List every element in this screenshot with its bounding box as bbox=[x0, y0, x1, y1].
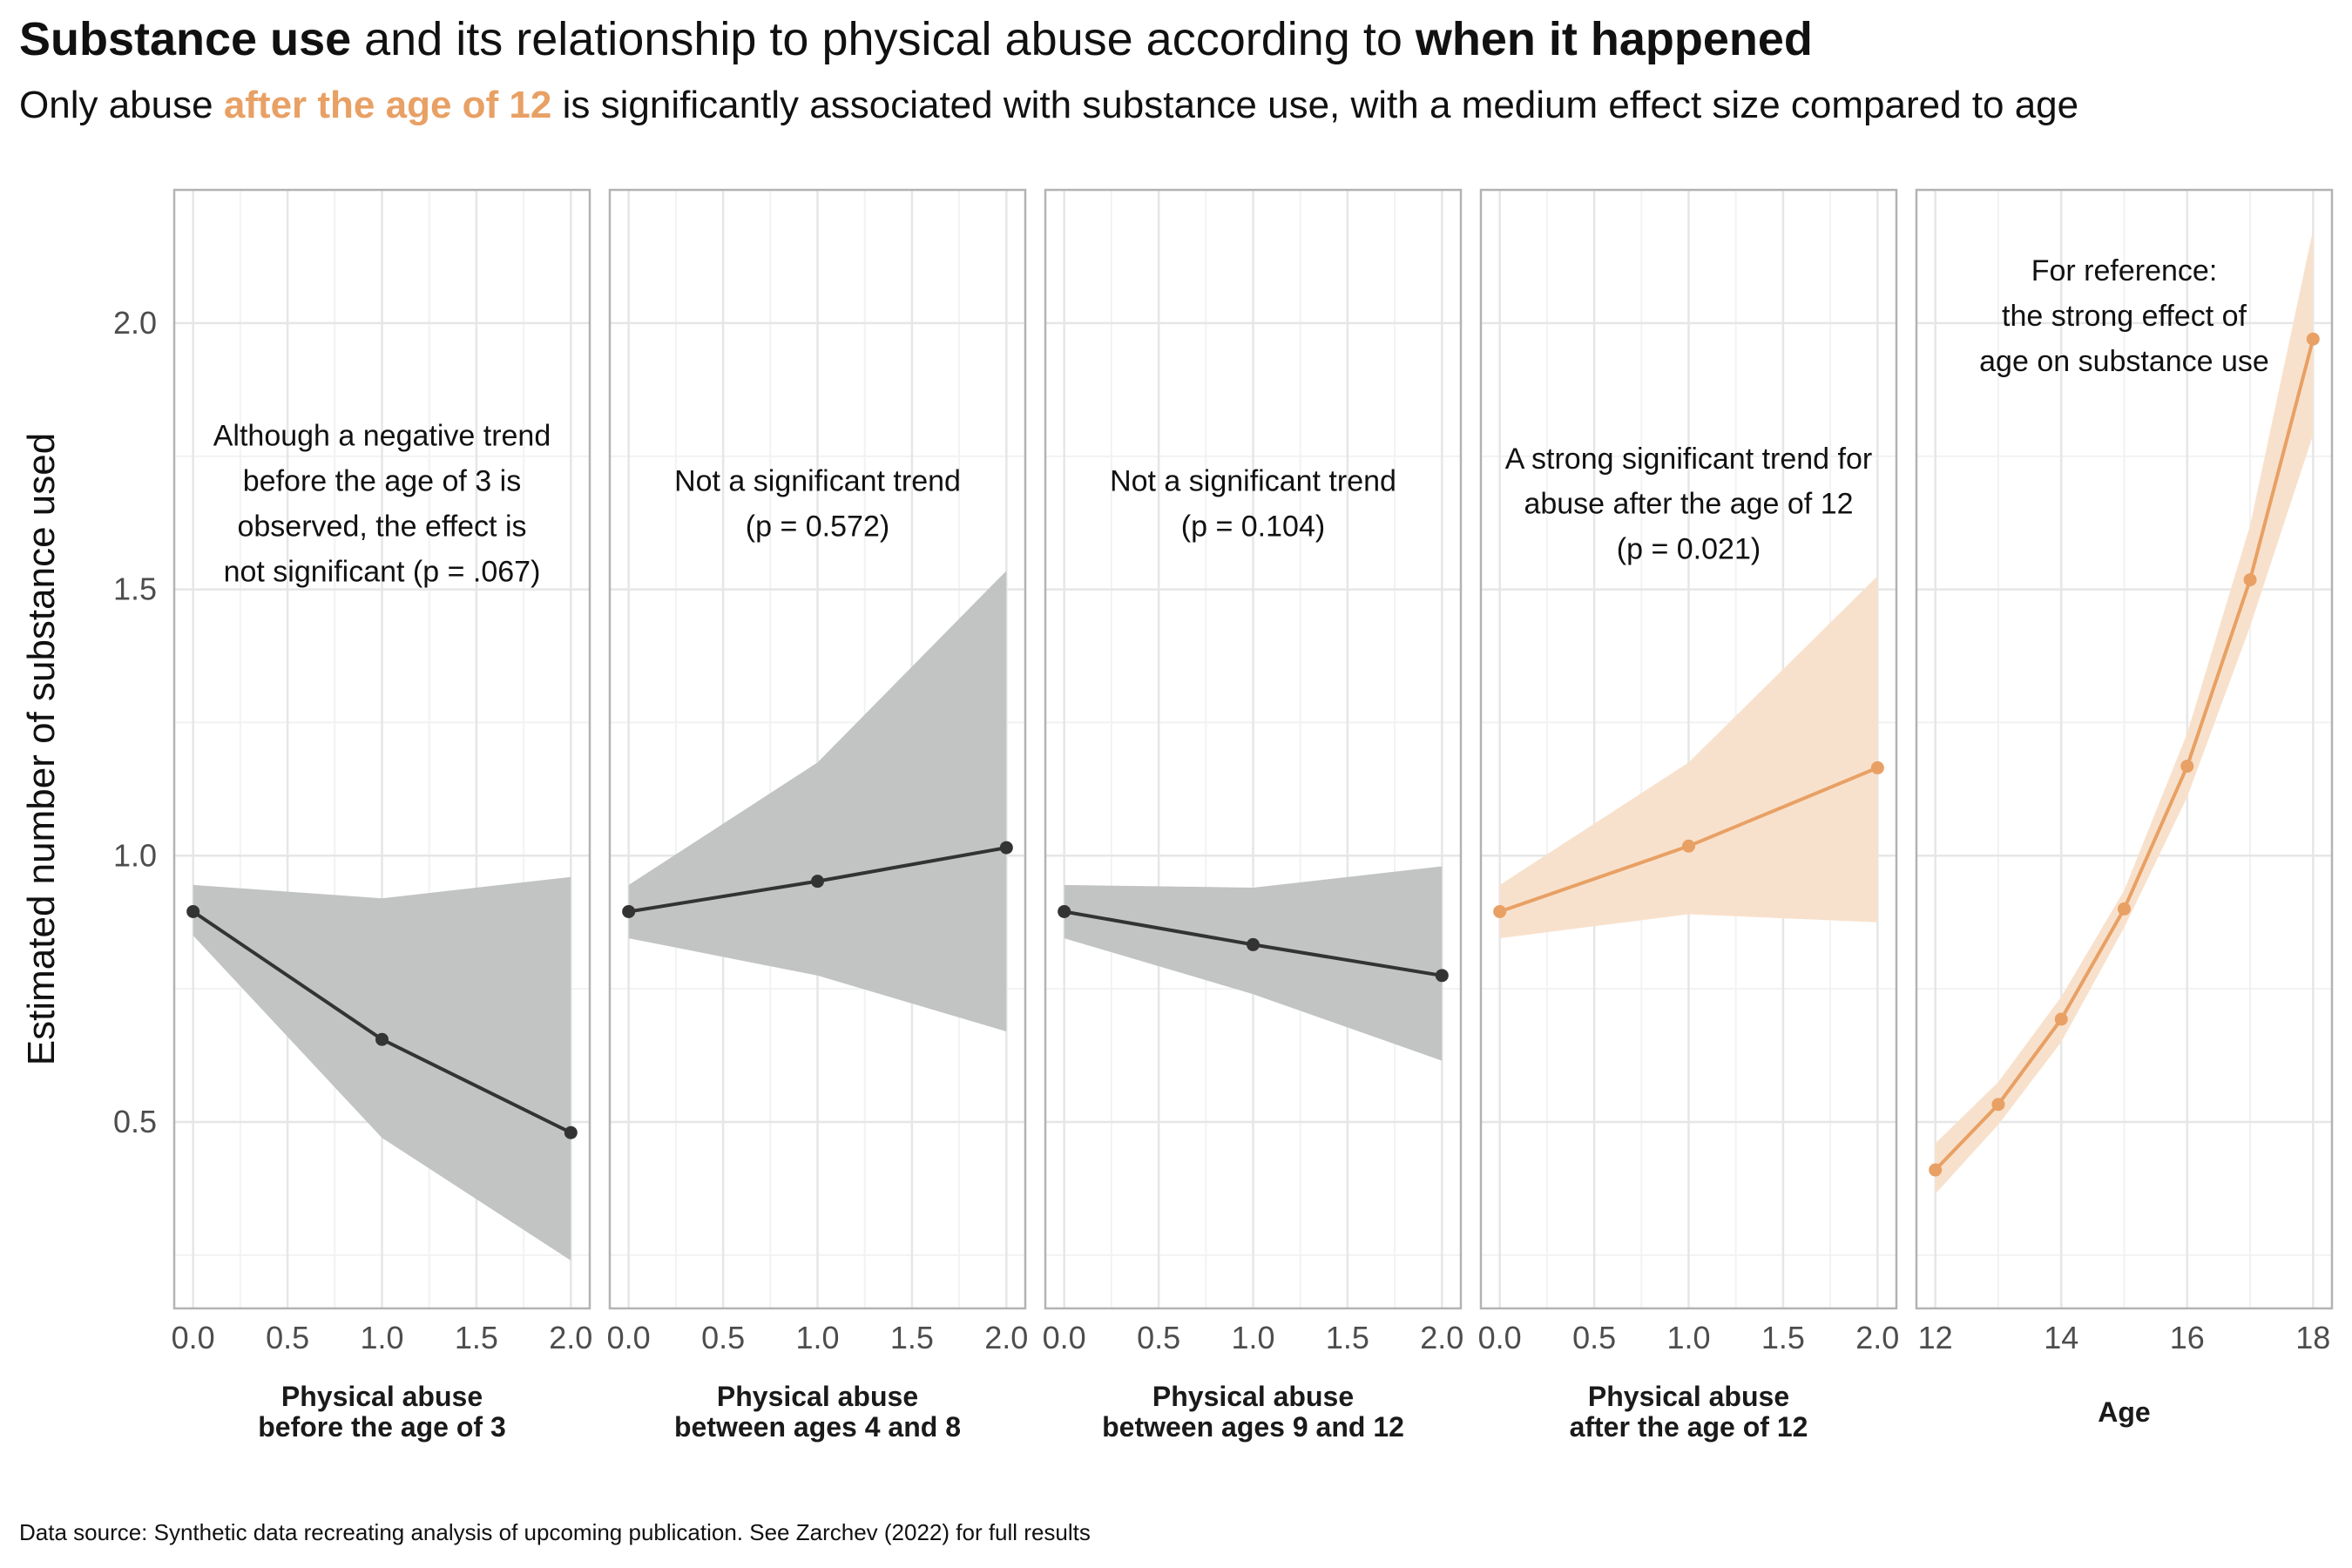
data-point bbox=[2180, 760, 2194, 774]
panel-border bbox=[1479, 188, 1898, 1310]
confidence-band bbox=[1064, 866, 1443, 1061]
panel-5: For reference: the strong effect of age on… bbox=[1915, 188, 2334, 1428]
y-axis-label: Estimated number of substance used bbox=[20, 433, 63, 1065]
x-tick-label: 1.0 bbox=[795, 1320, 839, 1355]
data-point bbox=[1682, 839, 1695, 853]
x-tick-label: 0.0 bbox=[607, 1320, 651, 1355]
panel-4: A strong significant trend for abuse afte… bbox=[1478, 188, 1899, 1443]
x-tick-label: 1.5 bbox=[890, 1320, 934, 1355]
data-point bbox=[1058, 904, 1071, 918]
x-axis-label-line: Physical abuse bbox=[1152, 1381, 1354, 1412]
panel-annotation-line: A strong significant trend for bbox=[1505, 443, 1872, 476]
subtitle-end: is significantly associated with substan… bbox=[551, 84, 2079, 126]
y-tick-label: 1.0 bbox=[113, 837, 157, 873]
data-point bbox=[1870, 760, 1884, 774]
x-tick-label: 2.0 bbox=[984, 1320, 1028, 1355]
confidence-band bbox=[1499, 576, 1878, 939]
data-point bbox=[1991, 1098, 2005, 1112]
panel-annotation-line: not significant (p = .067) bbox=[224, 555, 541, 588]
x-tick-label: 18 bbox=[2295, 1320, 2330, 1355]
title-bold-2: when it happened bbox=[1415, 13, 1813, 65]
panel-annotation-line: before the age of 3 is bbox=[243, 464, 521, 497]
x-tick-label: 1.0 bbox=[360, 1320, 403, 1355]
chart-title: Substance use and its relationship to ph… bbox=[19, 12, 1813, 66]
panel-1: Although a negative trend before the age … bbox=[172, 188, 592, 1443]
x-axis-label: Age bbox=[2098, 1396, 2150, 1428]
panel-border bbox=[1915, 188, 2334, 1310]
subtitle-highlight: after the age of 12 bbox=[223, 84, 552, 126]
panel-annotation-line: (p = 0.021) bbox=[1617, 533, 1761, 566]
x-axis-label-line: Physical abuse bbox=[1588, 1381, 1789, 1412]
data-point bbox=[186, 904, 200, 918]
confidence-band bbox=[628, 571, 1007, 1032]
x-tick-label: 1.5 bbox=[1761, 1320, 1805, 1355]
subtitle-start: Only abuse bbox=[19, 84, 224, 126]
data-point bbox=[1247, 937, 1260, 951]
x-axis-label-line: after the age of 12 bbox=[1570, 1411, 1808, 1443]
data-point bbox=[999, 841, 1013, 855]
panel-annotation-line: (p = 0.104) bbox=[1181, 510, 1325, 543]
panel-3: Not a significant trend (p = 0.104) 0.0 0.5… bbox=[1043, 188, 1463, 1443]
x-axis-label-line: Physical abuse bbox=[281, 1381, 483, 1412]
x-tick-label: 14 bbox=[2044, 1320, 2078, 1355]
x-tick-label: 0.0 bbox=[172, 1320, 215, 1355]
x-tick-label: 1.0 bbox=[1231, 1320, 1274, 1355]
x-tick-label: 16 bbox=[2170, 1320, 2205, 1355]
panel-2: Not a significant trend (p = 0.572) 0.0 0.5… bbox=[607, 188, 1028, 1443]
data-point bbox=[1493, 904, 1507, 918]
data-point bbox=[564, 1125, 578, 1139]
x-axis-label-line: between ages 9 and 12 bbox=[1102, 1411, 1404, 1443]
data-source-caption: Data source: Synthetic data recreating a… bbox=[19, 1519, 1091, 1545]
panel-annotation-line: abuse after the age of 12 bbox=[1524, 488, 1853, 521]
data-point bbox=[2306, 332, 2320, 346]
x-tick-label: 0.0 bbox=[1478, 1320, 1522, 1355]
panel-border bbox=[172, 188, 591, 1310]
x-tick-label: 2.0 bbox=[549, 1320, 592, 1355]
panel-border bbox=[608, 188, 1027, 1310]
panel-annotation-line: Not a significant trend bbox=[1110, 464, 1396, 497]
panel-annotation-line: For reference: bbox=[2031, 254, 2218, 287]
data-point bbox=[622, 904, 636, 918]
data-point bbox=[811, 875, 824, 889]
data-point bbox=[1929, 1163, 1943, 1177]
confidence-band bbox=[193, 876, 571, 1260]
x-tick-label: 0.5 bbox=[1572, 1320, 1616, 1355]
data-point bbox=[1435, 969, 1449, 983]
panel-annotation-line: Although a negative trend bbox=[213, 419, 551, 452]
x-tick-label: 0.0 bbox=[1043, 1320, 1086, 1355]
data-point bbox=[375, 1032, 389, 1046]
x-tick-label: 0.5 bbox=[266, 1320, 309, 1355]
x-tick-label: 12 bbox=[1918, 1320, 1953, 1355]
x-tick-label: 0.5 bbox=[701, 1320, 745, 1355]
x-tick-label: 2.0 bbox=[1855, 1320, 1899, 1355]
title-bold-1: Substance use bbox=[19, 13, 352, 65]
y-tick-label: 0.5 bbox=[113, 1104, 157, 1139]
x-tick-label: 1.5 bbox=[1326, 1320, 1369, 1355]
x-tick-label: 1.0 bbox=[1666, 1320, 1710, 1355]
title-middle: and its relationship to physical abuse a… bbox=[351, 13, 1416, 65]
y-tick-label: 2.0 bbox=[113, 305, 157, 341]
panel-annotation-line: Not a significant trend bbox=[674, 464, 961, 497]
panel-border bbox=[1044, 188, 1463, 1310]
chart-subtitle: Only abuse after the age of 12 is signif… bbox=[19, 84, 2078, 127]
data-point bbox=[2243, 573, 2257, 587]
x-tick-label: 1.5 bbox=[455, 1320, 498, 1355]
x-tick-label: 0.5 bbox=[1137, 1320, 1180, 1355]
x-axis-label-line: before the age of 3 bbox=[258, 1411, 506, 1443]
panel-annotation-line: (p = 0.572) bbox=[746, 510, 889, 543]
x-axis-label-line: Physical abuse bbox=[717, 1381, 918, 1412]
data-point bbox=[2118, 902, 2131, 916]
y-tick-label: 1.5 bbox=[113, 571, 157, 607]
data-point bbox=[2054, 1012, 2068, 1026]
x-tick-label: 2.0 bbox=[1420, 1320, 1463, 1355]
panel-annotation-line: the strong effect of bbox=[2002, 300, 2247, 333]
panel-annotation-line: age on substance use bbox=[1979, 345, 2269, 378]
panel-annotation-line: observed, the effect is bbox=[237, 510, 526, 543]
x-axis-label-line: between ages 4 and 8 bbox=[674, 1411, 961, 1443]
